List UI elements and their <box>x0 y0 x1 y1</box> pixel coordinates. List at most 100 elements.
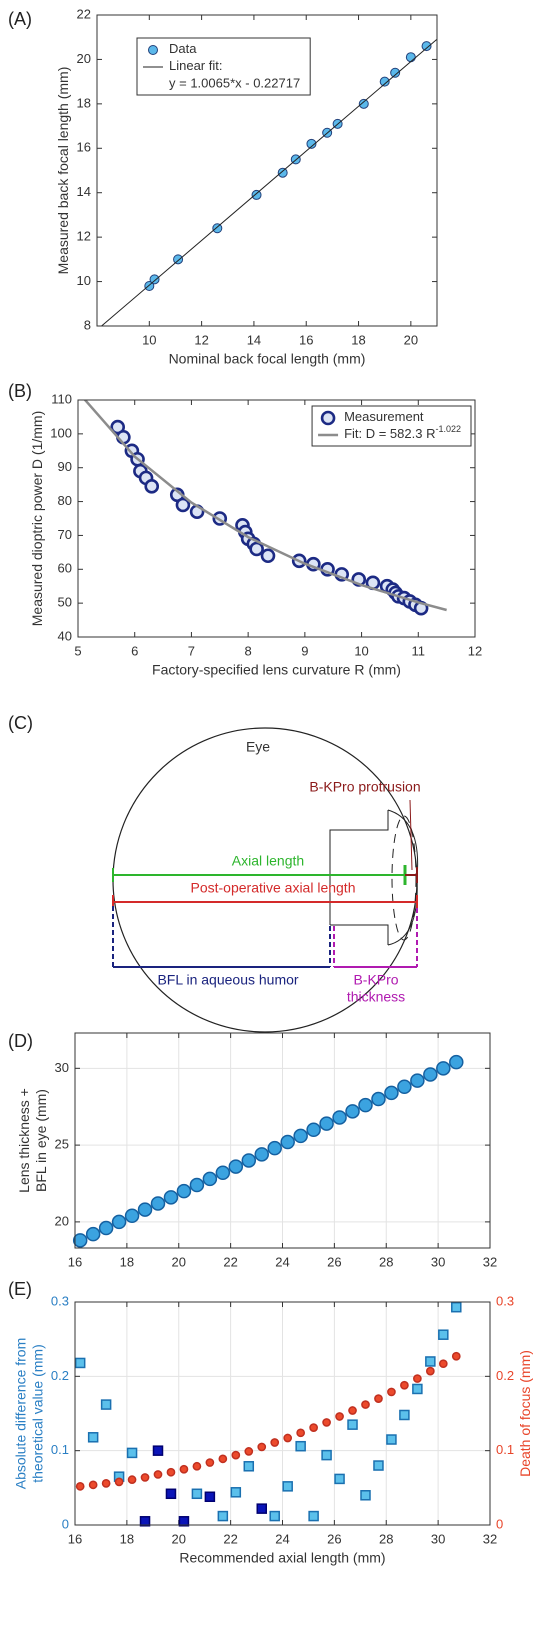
x-tick-label: 30 <box>431 1531 445 1546</box>
y-tick-label: 90 <box>58 459 72 474</box>
marker-circle <box>202 1171 218 1187</box>
x-tick-label: 6 <box>131 643 138 658</box>
marker-square <box>334 1473 345 1485</box>
marker-circle <box>189 1177 205 1193</box>
x-tick-label: 7 <box>188 643 195 658</box>
marker-square <box>204 1491 216 1503</box>
marker-circle <box>144 479 160 494</box>
legend-superscript: -1.022 <box>435 424 461 434</box>
x-tick-label: 10 <box>354 643 368 658</box>
y-tick-label: 30 <box>55 1060 69 1075</box>
x-tick-label: 28 <box>379 1254 393 1269</box>
marker-circle <box>371 1091 386 1107</box>
x-tick-label: 16 <box>299 332 313 347</box>
bkpro-cap <box>387 809 419 946</box>
x-tick-label: 32 <box>483 1254 497 1269</box>
pointer <box>409 799 413 871</box>
marker-circle <box>309 1423 318 1432</box>
x-tick-label: 18 <box>120 1254 134 1269</box>
legend-text: Measurement <box>344 409 424 424</box>
y-tick-label: 20 <box>55 1213 69 1228</box>
marker-circle <box>413 1374 422 1383</box>
y2-tick-label: 0.2 <box>496 1368 514 1383</box>
y-axis-label: theoretical value (mm) <box>30 1344 46 1483</box>
marker-circle <box>345 1104 360 1119</box>
marker-circle <box>114 1477 124 1487</box>
marker-square <box>347 1419 358 1430</box>
marker-circle <box>293 1128 308 1144</box>
x-axis-label: Factory-specified lens curvature R (mm) <box>152 662 401 678</box>
x-tick-label: 9 <box>301 643 308 658</box>
marker-circle <box>384 1085 399 1101</box>
bfl-label: BFL in aqueous humor <box>157 972 298 988</box>
marker-square <box>412 1383 423 1395</box>
y-tick-label: 22 <box>77 6 91 21</box>
axial-label: Axial length <box>232 853 304 869</box>
marker-circle <box>280 1134 295 1150</box>
marker-square <box>74 1357 86 1369</box>
legend-label: Measurement <box>344 409 424 424</box>
x-tick-label: 16 <box>68 1531 82 1546</box>
y-tick-label: 0.1 <box>51 1442 69 1457</box>
y2-tick-label: 0.1 <box>496 1442 514 1457</box>
y-tick-label: 50 <box>58 595 72 610</box>
marker-circle <box>231 1450 241 1460</box>
y2-axis-label: Death of focus (mm) <box>517 1350 533 1477</box>
marker-circle <box>296 1428 306 1438</box>
x-tick-label: 30 <box>431 1254 445 1269</box>
marker-circle <box>149 274 160 285</box>
x-tick-label: 20 <box>172 1254 186 1269</box>
marker-circle <box>173 254 184 265</box>
marker-circle <box>148 45 158 55</box>
marker-circle <box>85 1226 101 1242</box>
marker-circle <box>140 1473 150 1482</box>
marker-circle <box>257 1442 267 1452</box>
y-tick-label: 16 <box>77 140 91 155</box>
x-tick-label: 24 <box>275 1531 289 1546</box>
y-tick-label: 0.2 <box>51 1368 69 1383</box>
marker-circle <box>98 1220 114 1236</box>
y-tick-label: 70 <box>58 527 72 542</box>
thickness-label: thickness <box>347 989 405 1005</box>
panel-label: (A) <box>8 9 32 29</box>
y-axis-label: Measured dioptric power D (1/mm) <box>29 411 45 627</box>
marker-circle <box>438 1359 448 1369</box>
marker-circle <box>267 1140 282 1156</box>
marker-square <box>269 1510 280 1522</box>
marker-square <box>191 1488 203 1500</box>
marker-circle <box>423 1067 438 1082</box>
x-tick-label: 11 <box>412 643 426 658</box>
panel-label: (D) <box>8 1031 33 1051</box>
marker-square <box>165 1488 177 1500</box>
marker-square <box>152 1445 164 1456</box>
axes-frame <box>96 14 438 327</box>
marker-square <box>438 1329 449 1340</box>
marker-circle <box>218 1454 228 1464</box>
marker-square <box>256 1503 267 1514</box>
marker-circle <box>124 1208 140 1223</box>
legend-text: Data <box>169 41 197 56</box>
marker-circle <box>163 1190 179 1205</box>
marker-circle <box>260 548 276 564</box>
axes-frame <box>77 399 476 638</box>
marker-circle <box>153 1470 163 1479</box>
marker-circle <box>400 1380 409 1390</box>
x-tick-label: 26 <box>327 1531 341 1546</box>
marker-circle <box>215 1165 231 1180</box>
marker-circle <box>179 1464 189 1474</box>
marker-circle <box>425 1366 435 1376</box>
y-tick-label: 25 <box>55 1137 69 1152</box>
y-tick-label: 40 <box>58 628 72 643</box>
x-tick-label: 32 <box>483 1531 497 1546</box>
marker-circle <box>244 1447 254 1456</box>
marker-square <box>217 1510 229 1522</box>
x-tick-label: 26 <box>327 1254 341 1269</box>
x-tick-label: 5 <box>74 643 81 658</box>
y-tick-label: 80 <box>58 493 72 508</box>
marker-circle <box>127 1475 137 1485</box>
y-tick-label: 8 <box>84 317 91 332</box>
legend-box <box>311 405 472 447</box>
protrusion-label: B-KPro protrusion <box>309 779 420 795</box>
marker-circle <box>277 167 288 178</box>
panel-label: (E) <box>8 1279 32 1299</box>
